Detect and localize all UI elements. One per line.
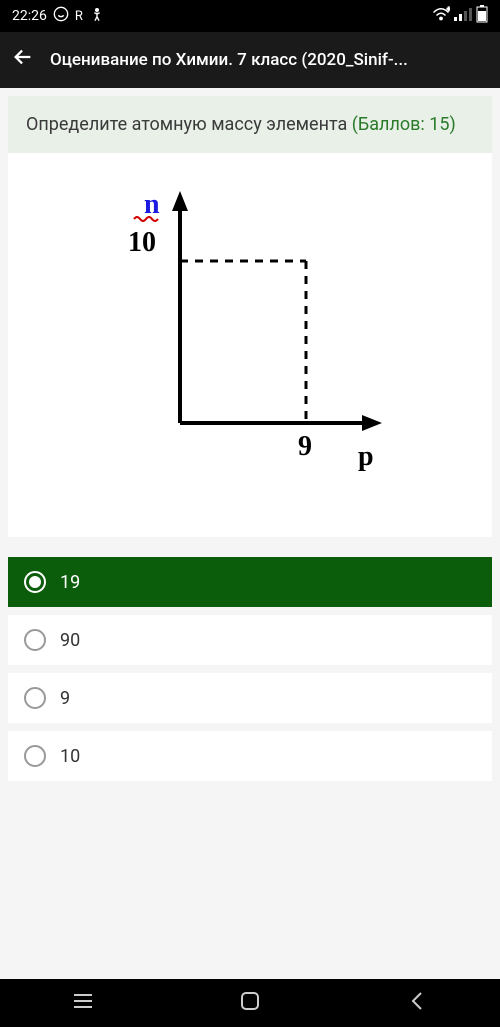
x-axis-label: p (358, 441, 374, 472)
svg-text:+: + (447, 6, 450, 13)
status-right: + (432, 5, 488, 27)
radio-icon (24, 687, 46, 709)
person-icon (89, 6, 105, 26)
back-button[interactable] (387, 991, 447, 1016)
back-arrow-icon[interactable] (12, 46, 34, 74)
battery-icon (476, 5, 488, 27)
page-title: Оценивание по Химии. 7 класс (2020_Sinif… (50, 50, 488, 70)
status-left: 22:26 R (12, 6, 105, 26)
signal-icon (454, 7, 472, 25)
status-bar: 22:26 R + (0, 0, 500, 32)
x-value-label: 9 (298, 431, 312, 462)
android-nav-bar (0, 979, 500, 1027)
radio-icon (24, 571, 46, 593)
app-header: Оценивание по Химии. 7 класс (2020_Sinif… (0, 32, 500, 88)
x-axis-arrow (362, 415, 382, 431)
content-area: Определите атомную массу элемента (Балло… (0, 88, 500, 979)
wifi-icon: + (432, 6, 450, 26)
r-indicator: R (75, 9, 83, 24)
question-points: (Баллов: 15) (352, 114, 456, 135)
y-axis-arrow (172, 191, 188, 211)
radio-icon (24, 745, 46, 767)
radio-icon (24, 629, 46, 651)
whatsapp-icon (53, 6, 69, 26)
option-label: 90 (60, 630, 80, 651)
chart-panel: n 10 9 p (8, 153, 492, 537)
option-label: 10 (60, 746, 80, 767)
question-text: Определите атомную массу элемента (26, 114, 347, 135)
answer-option-0[interactable]: 19 (8, 557, 492, 607)
option-label: 9 (60, 688, 70, 709)
answer-option-3[interactable]: 10 (8, 731, 492, 781)
option-label: 19 (60, 572, 80, 593)
np-chart: n 10 9 p (120, 183, 400, 487)
answer-option-1[interactable]: 90 (8, 615, 492, 665)
question-box: Определите атомную массу элемента (Балло… (8, 96, 492, 153)
y-value-label: 10 (128, 227, 156, 258)
answer-option-2[interactable]: 9 (8, 673, 492, 723)
status-time: 22:26 (12, 8, 47, 24)
home-button[interactable] (220, 991, 280, 1016)
y-axis-label: n (144, 189, 160, 220)
recents-button[interactable] (53, 992, 113, 1015)
